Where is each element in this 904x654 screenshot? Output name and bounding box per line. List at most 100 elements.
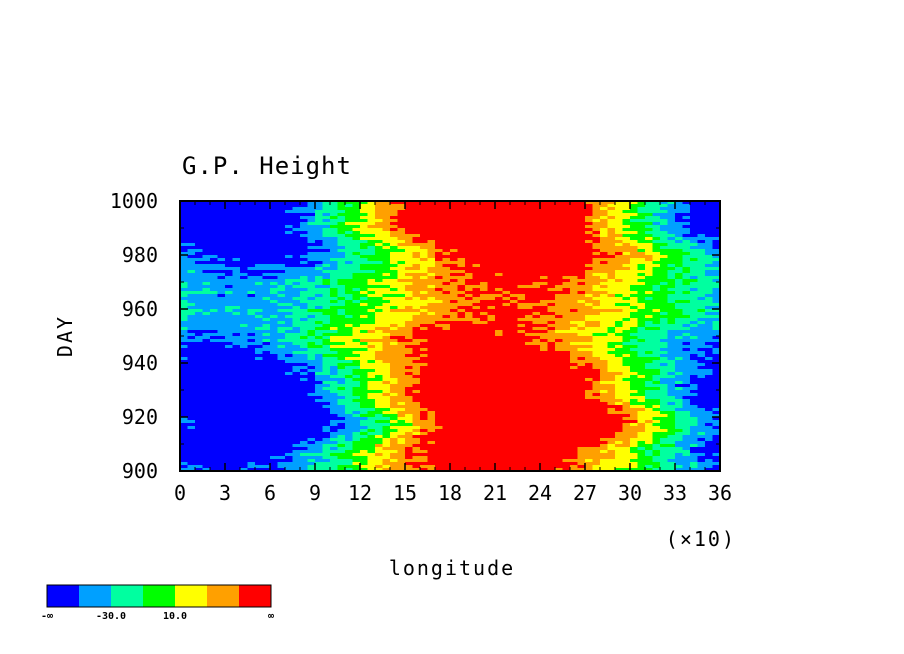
- heat-cell: [360, 243, 376, 247]
- heat-cell: [390, 420, 399, 424]
- heat-cell: [337, 294, 354, 298]
- heat-cell: [382, 345, 406, 349]
- heat-cell: [435, 288, 444, 292]
- heat-cell: [600, 438, 631, 442]
- heat-cell: [360, 420, 376, 424]
- heat-cell: [277, 309, 309, 313]
- heat-cell: [412, 291, 421, 295]
- heat-cell: [502, 303, 511, 307]
- heat-cell: [682, 429, 691, 433]
- heat-cell: [645, 282, 661, 286]
- heat-cell: [315, 213, 324, 217]
- heat-cell: [345, 411, 354, 415]
- heat-cell: [180, 387, 316, 391]
- heat-cell: [652, 249, 684, 253]
- heat-cell: [337, 279, 369, 283]
- heat-cell: [705, 270, 721, 274]
- heat-cell: [600, 324, 616, 328]
- heat-cell: [390, 393, 399, 397]
- heat-cell: [615, 378, 624, 382]
- heat-cell: [292, 369, 301, 373]
- heat-cell: [345, 309, 369, 313]
- heat-cell: [442, 249, 451, 253]
- heat-cell: [682, 336, 691, 340]
- heat-cell: [630, 312, 661, 316]
- heat-cell: [600, 321, 616, 325]
- heat-cell: [292, 312, 324, 316]
- heat-cell: [585, 264, 624, 268]
- heat-cell: [487, 285, 519, 289]
- heat-cell: [367, 384, 391, 388]
- heat-cell: [352, 324, 361, 328]
- heat-cell: [405, 285, 429, 289]
- heat-cell: [495, 318, 519, 322]
- heat-cell: [322, 306, 331, 310]
- heat-cell: [585, 459, 594, 463]
- heat-cell: [420, 264, 436, 268]
- heat-cell: [660, 201, 669, 205]
- heat-cell: [255, 333, 264, 337]
- heat-cell: [180, 468, 196, 472]
- heat-cell: [390, 375, 414, 379]
- heat-cell: [262, 276, 279, 280]
- heat-cell: [472, 315, 489, 319]
- heat-cell: [592, 333, 609, 337]
- heat-cell: [375, 447, 384, 451]
- heat-cell: [547, 327, 556, 331]
- heat-cell: [367, 432, 384, 436]
- heat-cell: [397, 270, 429, 274]
- heat-cell: [360, 237, 399, 241]
- heat-cell: [577, 465, 586, 469]
- heat-cell: [202, 468, 211, 472]
- heat-cell: [337, 441, 354, 445]
- heat-cell: [682, 261, 714, 265]
- heat-cell: [682, 396, 721, 400]
- heat-cell: [345, 408, 376, 412]
- heat-cell: [360, 402, 376, 406]
- heat-cell: [187, 285, 226, 289]
- heat-cell: [712, 324, 721, 328]
- heat-cell: [300, 306, 309, 310]
- heat-cell: [420, 432, 429, 436]
- heat-cell: [697, 354, 706, 358]
- heat-cell: [690, 453, 706, 457]
- heat-cell: [577, 363, 586, 367]
- heat-cell: [585, 390, 601, 394]
- heat-cell: [690, 342, 706, 346]
- heat-cell: [277, 339, 324, 343]
- heat-cell: [225, 285, 234, 289]
- heat-cell: [382, 381, 391, 385]
- heat-cell: [292, 354, 309, 358]
- heat-cell: [285, 354, 294, 358]
- heat-cell: [570, 354, 594, 358]
- heat-cell: [690, 450, 721, 454]
- heat-cell: [705, 321, 714, 325]
- heat-cell: [547, 321, 556, 325]
- heat-cell: [465, 282, 481, 286]
- heat-cell: [352, 294, 369, 298]
- heat-cell: [180, 342, 234, 346]
- heat-cell: [322, 282, 331, 286]
- heat-cell: [360, 375, 369, 379]
- heat-cell: [180, 333, 196, 337]
- heat-cell: [397, 288, 406, 292]
- heat-cell: [555, 339, 564, 343]
- heat-cell: [300, 372, 309, 376]
- heat-cell: [375, 351, 414, 355]
- heat-cell: [397, 243, 436, 247]
- heat-cell: [322, 228, 339, 232]
- heat-cell: [322, 339, 331, 343]
- heat-cell: [225, 309, 234, 313]
- heat-cell: [307, 261, 324, 265]
- heat-cell: [555, 294, 586, 298]
- heat-cell: [645, 237, 654, 241]
- heat-cell: [240, 267, 249, 271]
- heat-cell: [645, 363, 661, 367]
- heat-cell: [652, 288, 661, 292]
- heat-cell: [375, 279, 384, 283]
- heat-cell: [697, 459, 706, 463]
- heat-cell: [690, 282, 721, 286]
- heat-cell: [637, 246, 654, 250]
- heat-cell: [330, 318, 376, 322]
- heat-cell: [592, 465, 639, 469]
